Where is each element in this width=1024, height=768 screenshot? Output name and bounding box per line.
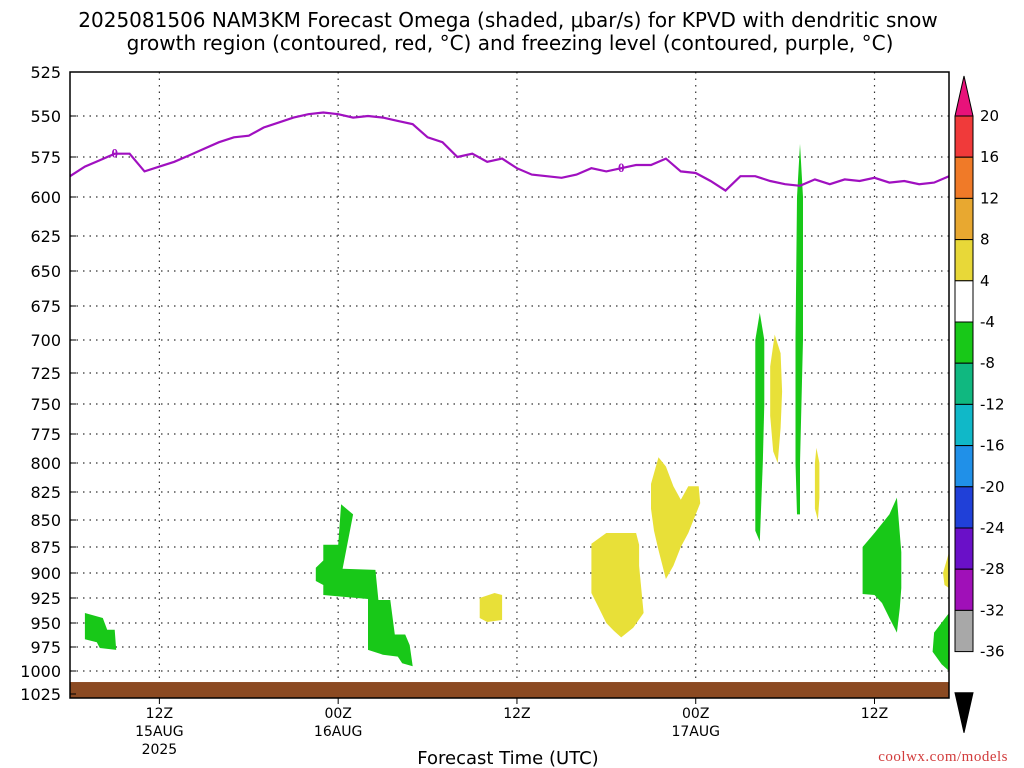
y-tick-label: 650 xyxy=(30,262,61,281)
y-tick-label: 900 xyxy=(30,564,61,583)
y-tick-label: 600 xyxy=(30,188,61,207)
plot-frame xyxy=(69,71,950,699)
colorbar-swatch xyxy=(954,609,974,653)
x-tick-label: 12Z xyxy=(146,706,173,722)
omega-region xyxy=(315,504,413,667)
freezing-level-contour: 00 xyxy=(69,111,950,192)
x-tick-label: 00Z xyxy=(324,706,351,722)
colorbar-label: 8 xyxy=(980,231,990,249)
freezing-level-label: 0 xyxy=(618,160,625,175)
y-tick-label: 1000 xyxy=(20,662,61,681)
y-tick-label: 800 xyxy=(30,454,61,473)
colorbar-swatch xyxy=(954,197,974,241)
y-tick-label: 575 xyxy=(30,148,61,167)
colorbar-swatch xyxy=(954,403,974,447)
y-tick-label: 850 xyxy=(30,511,61,530)
y-tick-label: 725 xyxy=(30,364,61,383)
freezing-level-label: 0 xyxy=(111,146,118,161)
y-tick-label: 775 xyxy=(30,425,61,444)
colorbar-label: -12 xyxy=(980,395,1005,413)
x-tick-date: 17AUG xyxy=(671,724,720,740)
y-tick-label: 625 xyxy=(30,227,61,246)
y-axis: 525 550 575 600 625 650 675 700 725 750 775 800 825 8… xyxy=(20,63,76,704)
colorbar-label: -36 xyxy=(980,643,1005,661)
omega-region xyxy=(651,457,701,579)
colorbar-legend: 20 16 12 8 4 -4 -8 -12 -16 -20 -24 -28 -32 -36 xyxy=(954,75,1005,733)
colorbar-label: -16 xyxy=(980,437,1005,455)
omega-region xyxy=(943,552,949,588)
x-tick-date: 16AUG xyxy=(314,724,363,740)
colorbar-swatch xyxy=(954,280,974,323)
omega-region xyxy=(591,533,644,638)
freezing-level-line xyxy=(69,111,950,192)
omega-region xyxy=(755,312,765,542)
x-axis-title: Forecast Time (UTC) xyxy=(417,748,598,768)
colorbar-label: -4 xyxy=(980,313,995,331)
colorbar-label: -32 xyxy=(980,601,1005,619)
colorbar-swatch xyxy=(954,156,974,199)
y-tick-label: 525 xyxy=(30,63,61,82)
omega-region xyxy=(932,613,949,671)
y-tick-label: 950 xyxy=(30,614,61,633)
terrain-surface xyxy=(70,682,949,698)
colorbar-swatch xyxy=(954,362,974,405)
x-tick-year: 2025 xyxy=(142,742,178,758)
omega-region xyxy=(814,447,820,520)
colorbar-swatch xyxy=(954,321,974,364)
y-tick-label: 1025 xyxy=(20,685,61,704)
colorbar-label: -20 xyxy=(980,478,1005,496)
colorbar-label: -8 xyxy=(980,354,995,372)
colorbar-label: 4 xyxy=(980,272,990,290)
chart-title-line2: growth region (contoured, red, °C) and f… xyxy=(127,31,894,55)
y-tick-label: 750 xyxy=(30,395,61,414)
y-tick-label: 875 xyxy=(30,538,61,557)
x-tick-label: 12Z xyxy=(861,706,888,722)
y-tick-label: 675 xyxy=(30,297,61,316)
colorbar-swatch xyxy=(954,239,974,282)
colorbar-label: 16 xyxy=(980,148,999,166)
x-tick-label: 12Z xyxy=(503,706,530,722)
colorbar-swatch xyxy=(954,486,974,529)
colorbar-swatch xyxy=(954,527,974,570)
gridlines xyxy=(70,72,949,698)
credit-text: coolwx.com/models xyxy=(878,749,1008,765)
colorbar-label: 20 xyxy=(980,107,999,125)
x-tick-label: 00Z xyxy=(682,706,709,722)
x-tick-date: 15AUG xyxy=(135,724,184,740)
omega-region xyxy=(770,334,783,463)
y-tick-label: 925 xyxy=(30,589,61,608)
colorbar-label: -24 xyxy=(980,519,1005,537)
omega-region xyxy=(479,593,503,622)
colorbar-swatch xyxy=(954,568,974,611)
colorbar-label: -28 xyxy=(980,560,1005,578)
x-axis: 12Z 15AUG 2025 00Z 16AUG 12Z 00Z 17AUG 12Z xyxy=(135,698,888,758)
colorbar-bottom-arrow xyxy=(954,692,974,733)
y-tick-label: 550 xyxy=(30,107,61,126)
terrain-band xyxy=(70,682,949,698)
omega-region xyxy=(795,143,803,515)
y-tick-label: 975 xyxy=(30,638,61,657)
omega-shaded-regions xyxy=(84,143,949,671)
chart-title-line1: 2025081506 NAM3KM Forecast Omega (shaded… xyxy=(78,8,937,32)
y-tick-label: 825 xyxy=(30,483,61,502)
omega-region xyxy=(862,497,902,633)
colorbar-swatch xyxy=(954,115,974,158)
omega-region xyxy=(84,613,117,650)
y-tick-label: 700 xyxy=(30,331,61,350)
colorbar-top-arrow xyxy=(954,75,974,117)
colorbar-label: 12 xyxy=(980,189,999,207)
colorbar-swatch xyxy=(954,445,974,488)
